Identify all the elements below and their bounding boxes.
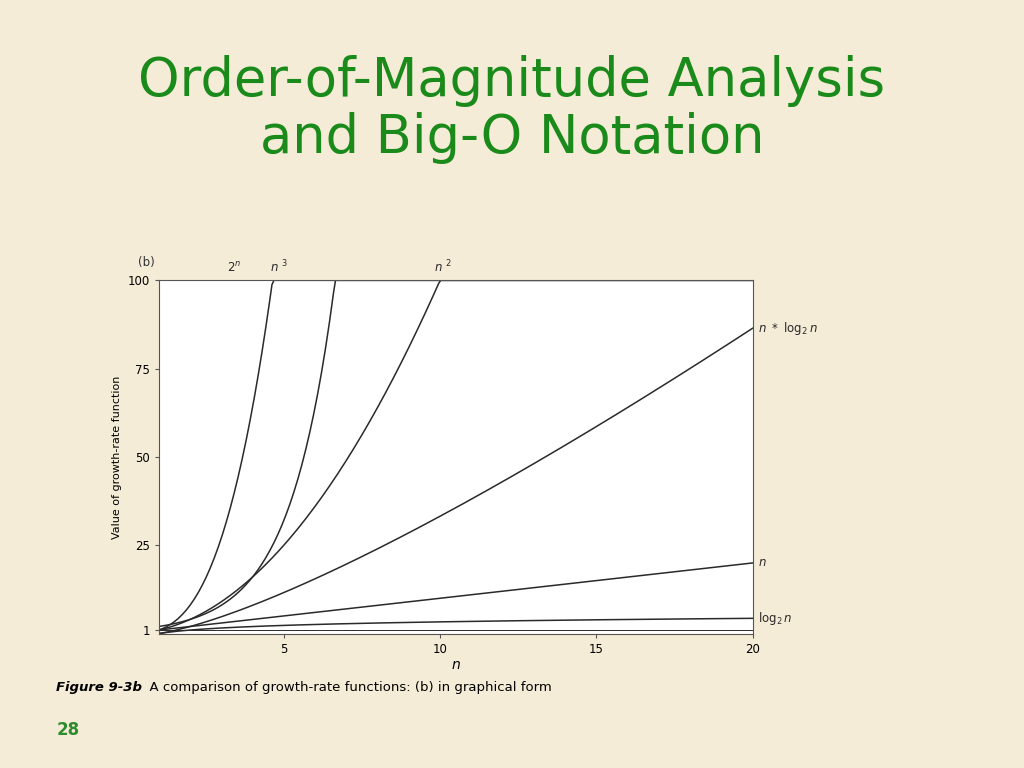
Text: $n\ ^2$: $n\ ^2$ xyxy=(434,258,452,275)
Y-axis label: Value of growth-rate function: Value of growth-rate function xyxy=(112,376,122,538)
Text: $\log_2 n$: $\log_2 n$ xyxy=(758,610,792,627)
Text: $n\ ^3$: $n\ ^3$ xyxy=(269,258,288,275)
Text: 28: 28 xyxy=(56,720,80,739)
Text: A comparison of growth-rate functions: (b) in graphical form: A comparison of growth-rate functions: (… xyxy=(141,681,552,694)
X-axis label: n: n xyxy=(452,658,460,673)
Text: Order-of-Magnitude Analysis: Order-of-Magnitude Analysis xyxy=(138,55,886,107)
Text: $n$: $n$ xyxy=(758,557,766,569)
Text: and Big-O Notation: and Big-O Notation xyxy=(260,112,764,164)
Text: $2^n$: $2^n$ xyxy=(227,261,242,275)
Text: (b): (b) xyxy=(138,256,155,269)
Text: Figure 9-3b: Figure 9-3b xyxy=(56,681,142,694)
Text: $n\ *\ \log_2 n$: $n\ *\ \log_2 n$ xyxy=(758,319,817,336)
